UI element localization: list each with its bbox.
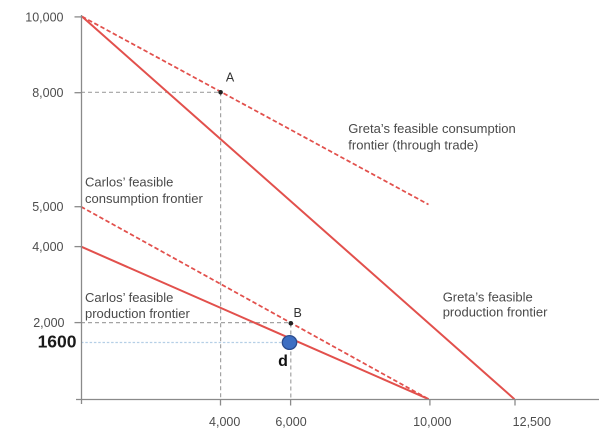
svg-text:d: d — [278, 353, 288, 370]
svg-text:Greta’s feasible: Greta’s feasible — [443, 290, 533, 305]
svg-text:Carlos’ feasible: Carlos’ feasible — [85, 290, 173, 305]
svg-text:4,000: 4,000 — [209, 415, 240, 429]
svg-text:10,000: 10,000 — [413, 415, 451, 429]
svg-text:frontier (through trade): frontier (through trade) — [348, 138, 478, 153]
svg-text:10,000: 10,000 — [25, 10, 63, 24]
svg-text:1600: 1600 — [38, 332, 77, 352]
svg-text:Greta’s feasible consumption: Greta’s feasible consumption — [348, 121, 515, 136]
svg-text:12,500: 12,500 — [513, 415, 551, 429]
svg-text:production frontier: production frontier — [85, 306, 190, 321]
svg-text:6,000: 6,000 — [275, 415, 306, 429]
svg-text:4,000: 4,000 — [32, 240, 63, 254]
svg-text:8,000: 8,000 — [32, 86, 63, 100]
svg-text:5,000: 5,000 — [32, 200, 63, 214]
svg-text:B: B — [294, 306, 302, 320]
svg-text:A: A — [226, 71, 235, 85]
svg-text:Carlos’ feasible: Carlos’ feasible — [85, 175, 173, 190]
svg-text:production frontier: production frontier — [443, 304, 548, 319]
svg-text:consumption frontier: consumption frontier — [85, 191, 203, 206]
svg-text:2,000: 2,000 — [33, 316, 64, 330]
